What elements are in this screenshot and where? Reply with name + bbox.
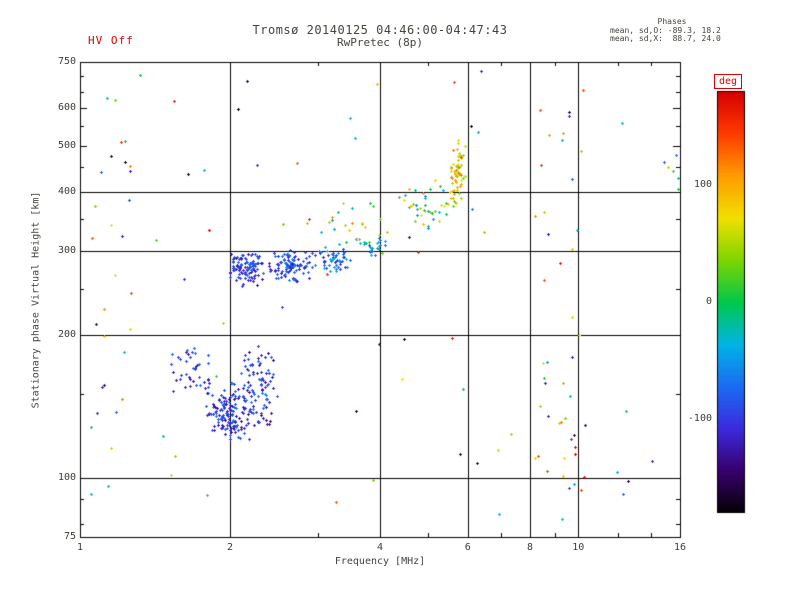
y-tick-label: 200 <box>57 328 76 340</box>
plot-title: Tromsø 20140125 04:46:00-04:47:43 <box>252 23 508 37</box>
x-tick-label: 16 <box>673 542 687 553</box>
y-tick-label: 400 <box>57 185 76 197</box>
hv-off-label: HV Off <box>88 34 134 47</box>
y-axis-title: Stationary phase Virtual Height [km] <box>30 191 42 409</box>
plot-subtitle: RwPretec (8p) <box>336 36 424 49</box>
x-tick-label: 1 <box>76 542 84 553</box>
colorbar-tick-label: 0 <box>705 296 712 307</box>
x-tick-label: 10 <box>572 542 585 553</box>
x-tick-label: 8 <box>526 542 534 553</box>
phases-mean-x: mean, sd,X: 88.7, 24.0 <box>610 34 721 43</box>
colorbar-tick-label: 100 <box>693 179 712 191</box>
x-tick-label: 6 <box>464 542 471 553</box>
y-tick-label: 500 <box>57 139 76 151</box>
colorbar-tick-label: -100 <box>687 412 712 424</box>
phases-mean-o: mean, sd,O: -89.3, 18.2 <box>610 26 721 35</box>
y-tick-label: 750 <box>57 56 76 67</box>
x-tick-label: 2 <box>226 542 234 553</box>
x-tick-label: 4 <box>376 542 384 553</box>
y-tick-label: 100 <box>57 471 76 483</box>
y-tick-label: 300 <box>57 245 76 257</box>
y-tick-label: 75 <box>63 531 76 542</box>
phases-title: Phases <box>657 17 687 26</box>
x-axis-title: Frequency [MHz] <box>334 556 426 567</box>
colorbar-unit-label: deg <box>714 74 743 89</box>
y-tick-label: 600 <box>57 102 76 114</box>
